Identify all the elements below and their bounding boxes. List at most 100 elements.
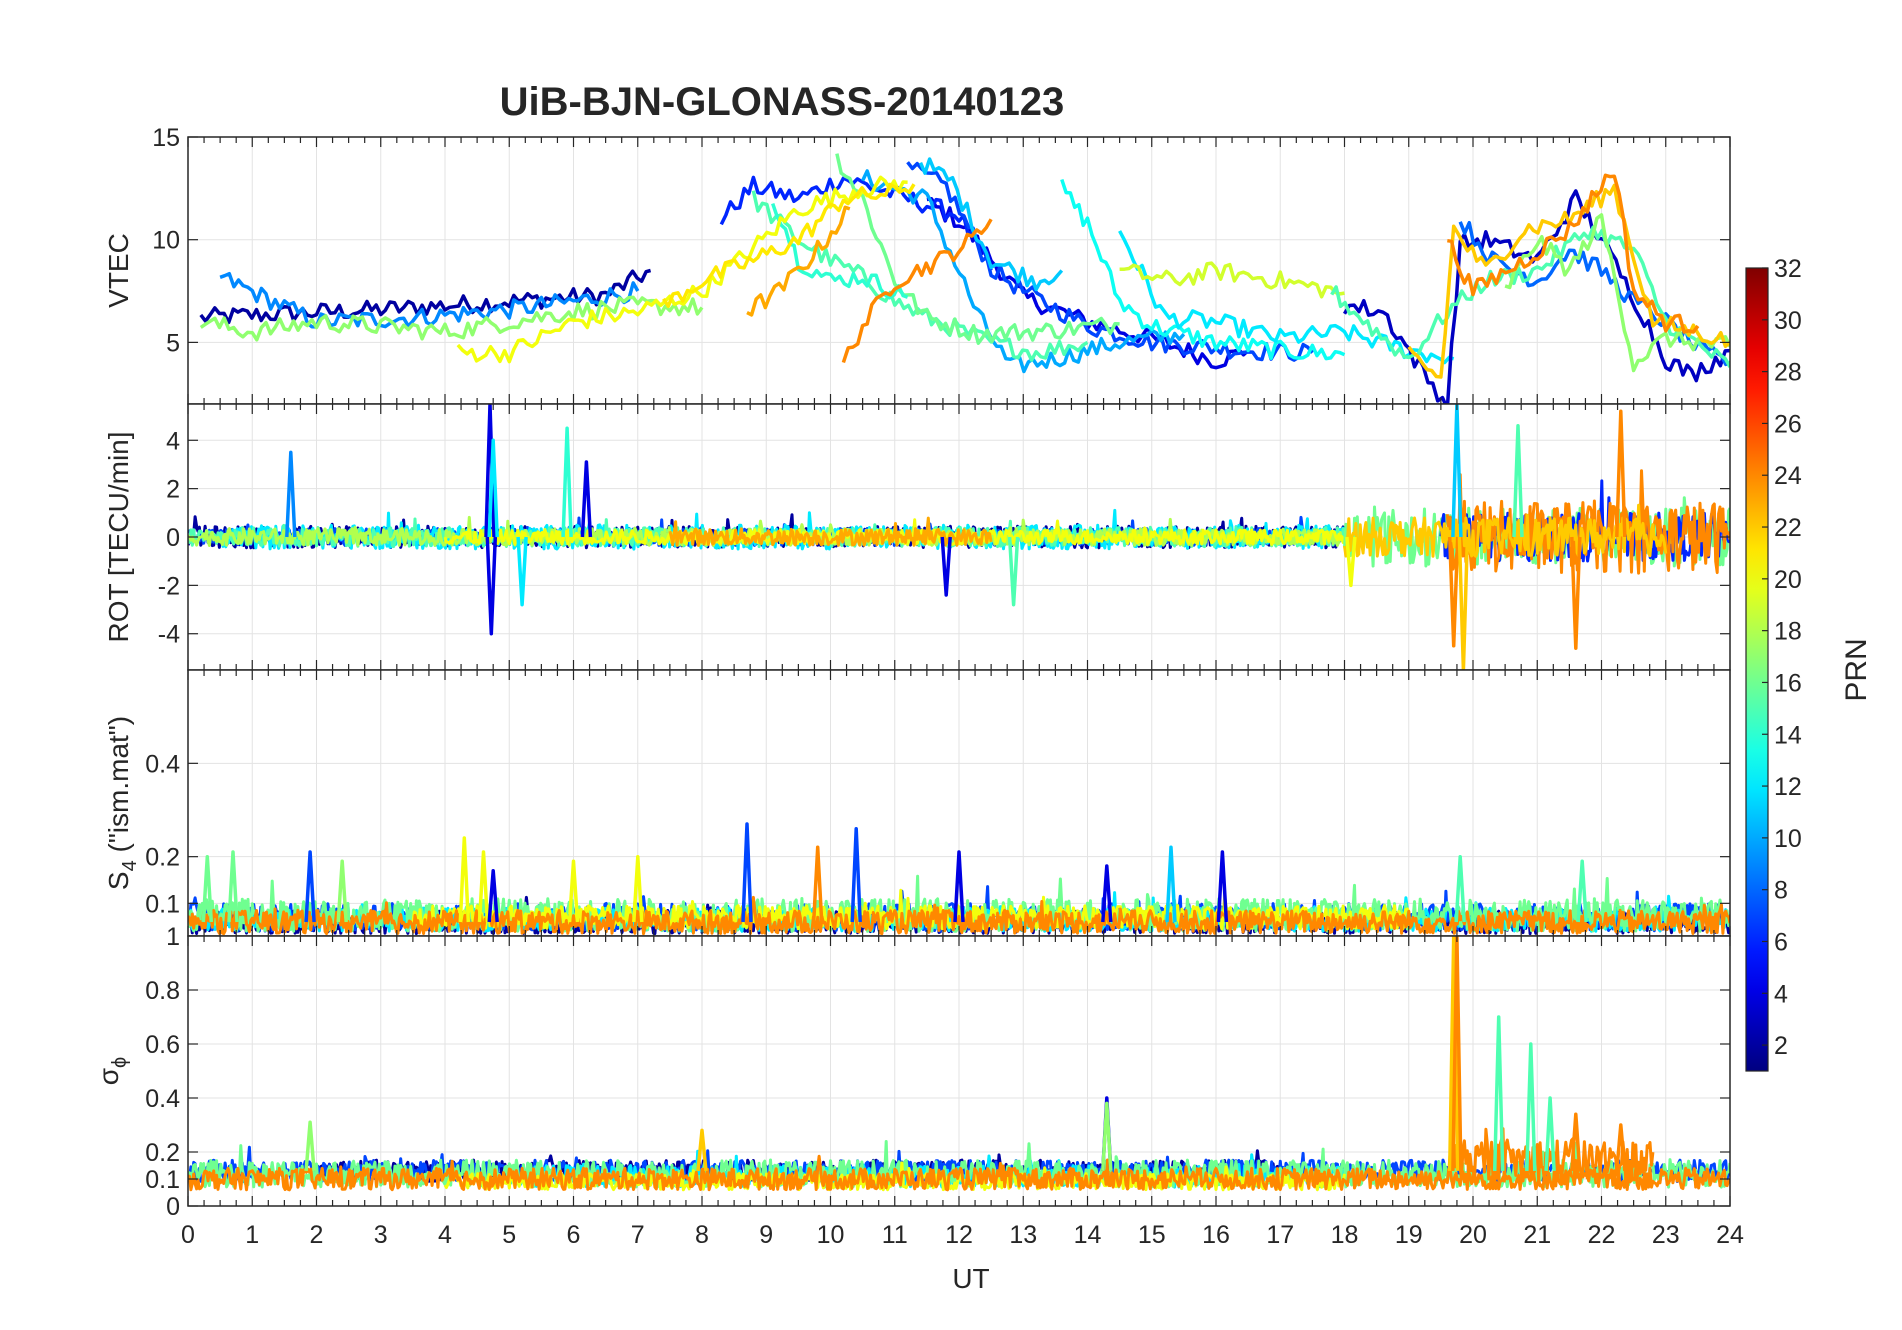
series-prn-21 — [662, 182, 916, 309]
x-tick-label: 10 — [817, 1221, 845, 1249]
spike-prn-11 — [1451, 404, 1463, 538]
spike-prn-11 — [1165, 845, 1177, 923]
y-tick-label: 0.2 — [145, 1139, 180, 1167]
spike-prn-20 — [1345, 536, 1357, 588]
spike-prn-24 — [1451, 936, 1463, 1171]
noise-prn-24 — [1445, 469, 1730, 575]
spike-prn-15 — [1576, 859, 1588, 923]
colorbar-tick-label: 4 — [1774, 980, 1788, 1008]
y-tick-label: 15 — [152, 124, 180, 152]
y-tick-label: 0.4 — [145, 1085, 180, 1113]
spike-prn-15 — [1512, 424, 1524, 538]
spike-prn-4 — [1101, 864, 1113, 923]
spike-prn-17 — [1101, 1101, 1113, 1172]
colorbar-tick-label: 28 — [1774, 359, 1802, 387]
x-tick-label: 2 — [310, 1221, 324, 1249]
colorbar-tick-label: 18 — [1774, 618, 1802, 646]
x-tick-label: 0 — [181, 1221, 195, 1249]
y-tick-label: -2 — [158, 572, 180, 600]
spike-prn-4 — [487, 868, 499, 923]
noise-prn-24 — [188, 895, 1730, 936]
x-tick-label: 18 — [1331, 1221, 1359, 1249]
colorbar-tick-label: 6 — [1774, 928, 1788, 956]
y-tick-label: 0.2 — [145, 844, 180, 872]
x-tick-label: 4 — [438, 1221, 452, 1249]
series-prn-13 — [1060, 178, 1346, 361]
spike-prn-14 — [561, 426, 573, 538]
y-tick-label: -4 — [158, 621, 180, 649]
spike-prn-16 — [227, 850, 239, 923]
colorbar-tick-label: 16 — [1774, 669, 1802, 697]
x-axis-label: UT — [952, 1263, 989, 1294]
x-tick-label: 8 — [695, 1221, 709, 1249]
spike-prn-24 — [1447, 536, 1460, 648]
y-tick-label: 4 — [166, 427, 180, 455]
x-tick-label: 3 — [374, 1221, 388, 1249]
spike-prn-15 — [1454, 854, 1466, 923]
colorbar-tick-label: 24 — [1774, 462, 1802, 490]
spike-prn-12 — [487, 438, 499, 538]
spike-prn-20 — [567, 859, 580, 923]
colorbar-tick-label: 8 — [1774, 877, 1788, 905]
spike-prn-15 — [1492, 1015, 1505, 1171]
colorbar-tick-label: 20 — [1774, 566, 1802, 594]
x-tick-label: 15 — [1138, 1221, 1166, 1249]
chart-title: UiB-BJN-GLONASS-20140123 — [500, 80, 1065, 124]
panel-3-axes: 0.1 0.2 0.4 — [145, 669, 1731, 937]
x-tick-label: 13 — [1009, 1221, 1037, 1249]
spike-prn-24 — [1615, 409, 1627, 538]
y-tick-label: 0 — [166, 524, 180, 552]
y-tick-label: 0 — [166, 1193, 180, 1221]
noise-prn-20 — [411, 888, 1410, 931]
spike-prn-7 — [741, 822, 753, 923]
series-prn-16 — [835, 153, 1120, 345]
panel-2-data — [188, 404, 1730, 670]
y-tick-label: 0.1 — [145, 890, 180, 918]
spike-prn-17 — [336, 859, 348, 923]
series-prn-10 — [861, 169, 1186, 374]
series-prn-17 — [1504, 213, 1730, 373]
panel-4-y-axis-label: σϕ — [93, 1057, 131, 1085]
y-tick-label: 2 — [166, 476, 180, 504]
panel-1: 5 10 15 VTEC — [103, 124, 1731, 405]
spike-prn-4 — [940, 536, 952, 597]
series-prn-20 — [456, 175, 908, 364]
panel-4-data — [188, 936, 1730, 1192]
x-tick-label: 16 — [1202, 1221, 1230, 1249]
spike-prn-4 — [953, 850, 965, 923]
y-label-main: ROT [TECU/min] — [103, 431, 134, 642]
colorbar-tick-label: 22 — [1774, 514, 1802, 542]
spike-prn-4 — [485, 536, 498, 636]
spike-prn-17 — [304, 1120, 316, 1172]
y-tick-label: 0.6 — [145, 1031, 180, 1059]
x-tick-label: 17 — [1266, 1221, 1294, 1249]
spike-prn-24 — [1570, 1112, 1582, 1172]
x-tick-label: 1 — [245, 1221, 259, 1249]
spike-prn-4 — [1216, 850, 1229, 923]
spike-prn-16 — [201, 854, 214, 923]
y-label-suffix: ("ism.mat") — [103, 716, 134, 860]
y-label-subscript: 4 — [119, 860, 141, 871]
x-tick-label: 7 — [631, 1221, 645, 1249]
series-prn-17 — [199, 295, 704, 342]
x-tick-label: 12 — [945, 1221, 973, 1249]
y-label-main: VTEC — [103, 233, 134, 308]
y-label-subscript: ϕ — [109, 1057, 131, 1068]
series-prn-6 — [719, 175, 993, 272]
spike-prn-7 — [304, 850, 316, 923]
spike-prn-22 — [1457, 536, 1470, 670]
spike-prn-24 — [811, 845, 824, 923]
spike-prn-9 — [285, 450, 297, 538]
panel-1-data — [199, 153, 1730, 404]
x-tick-label: 21 — [1523, 1221, 1551, 1249]
spike-prn-15 — [1544, 1096, 1556, 1171]
spike-prn-12 — [516, 536, 528, 607]
series-prn-12 — [1118, 230, 1455, 365]
noise-prn-23 — [668, 516, 993, 547]
x-tick-label: 9 — [759, 1221, 773, 1249]
colorbar-tick-label: 2 — [1774, 1032, 1788, 1060]
spike-prn-22 — [696, 1128, 708, 1172]
x-tick-label: 14 — [1074, 1221, 1102, 1249]
